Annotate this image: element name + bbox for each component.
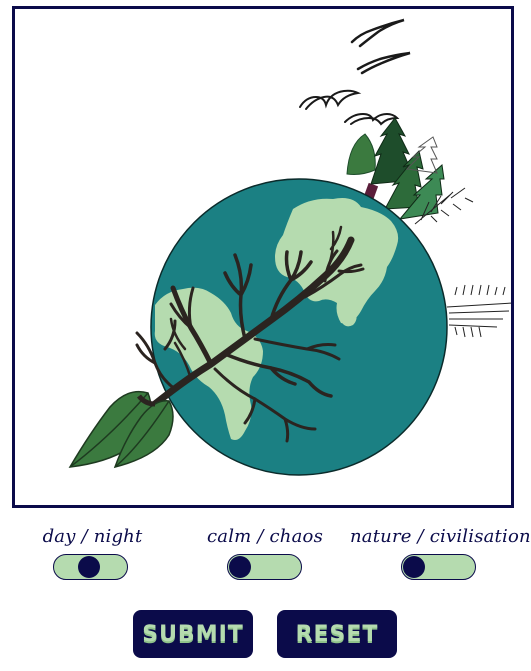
tree-outline	[405, 136, 438, 174]
toggle-calm-chaos-knob	[229, 556, 251, 578]
globe	[150, 178, 448, 476]
reset-button[interactable]: RESET	[277, 610, 397, 658]
bird-4	[344, 112, 400, 126]
submit-button[interactable]: SUBMIT	[133, 610, 253, 658]
toggle-day-night-group: day / night	[30, 526, 155, 547]
grass-strokes	[446, 284, 511, 338]
island-small	[341, 307, 357, 327]
forest	[346, 117, 474, 225]
globe-illustration	[68, 18, 511, 476]
toggle-calm-chaos-switch[interactable]	[227, 554, 302, 580]
tree-sketch	[414, 187, 474, 225]
leaves	[68, 390, 174, 469]
toggle-calm-chaos-group: calm / chaos	[200, 526, 330, 547]
illustration-canvas	[12, 6, 514, 508]
tree-1	[346, 133, 376, 175]
tree-4	[398, 164, 445, 220]
bird-1	[350, 18, 405, 48]
bird-2	[356, 51, 411, 75]
toggle-day-night-label: day / night	[42, 526, 143, 547]
birds	[299, 18, 411, 126]
toggle-nature-civilisation-knob	[403, 556, 425, 578]
branch-tree	[135, 225, 365, 443]
toggle-calm-chaos-label: calm / chaos	[206, 526, 324, 547]
bird-3	[299, 89, 362, 110]
toggle-day-night-knob	[78, 556, 100, 578]
toggle-nature-civilisation-switch[interactable]	[401, 554, 476, 580]
tree-3	[384, 150, 424, 210]
tree-2	[370, 117, 416, 185]
toggle-day-night-switch[interactable]	[53, 554, 128, 580]
toggle-nature-civilisation-label: nature / civilisation	[350, 526, 531, 547]
toggle-nature-civilisation-group: nature / civilisation	[350, 526, 531, 547]
